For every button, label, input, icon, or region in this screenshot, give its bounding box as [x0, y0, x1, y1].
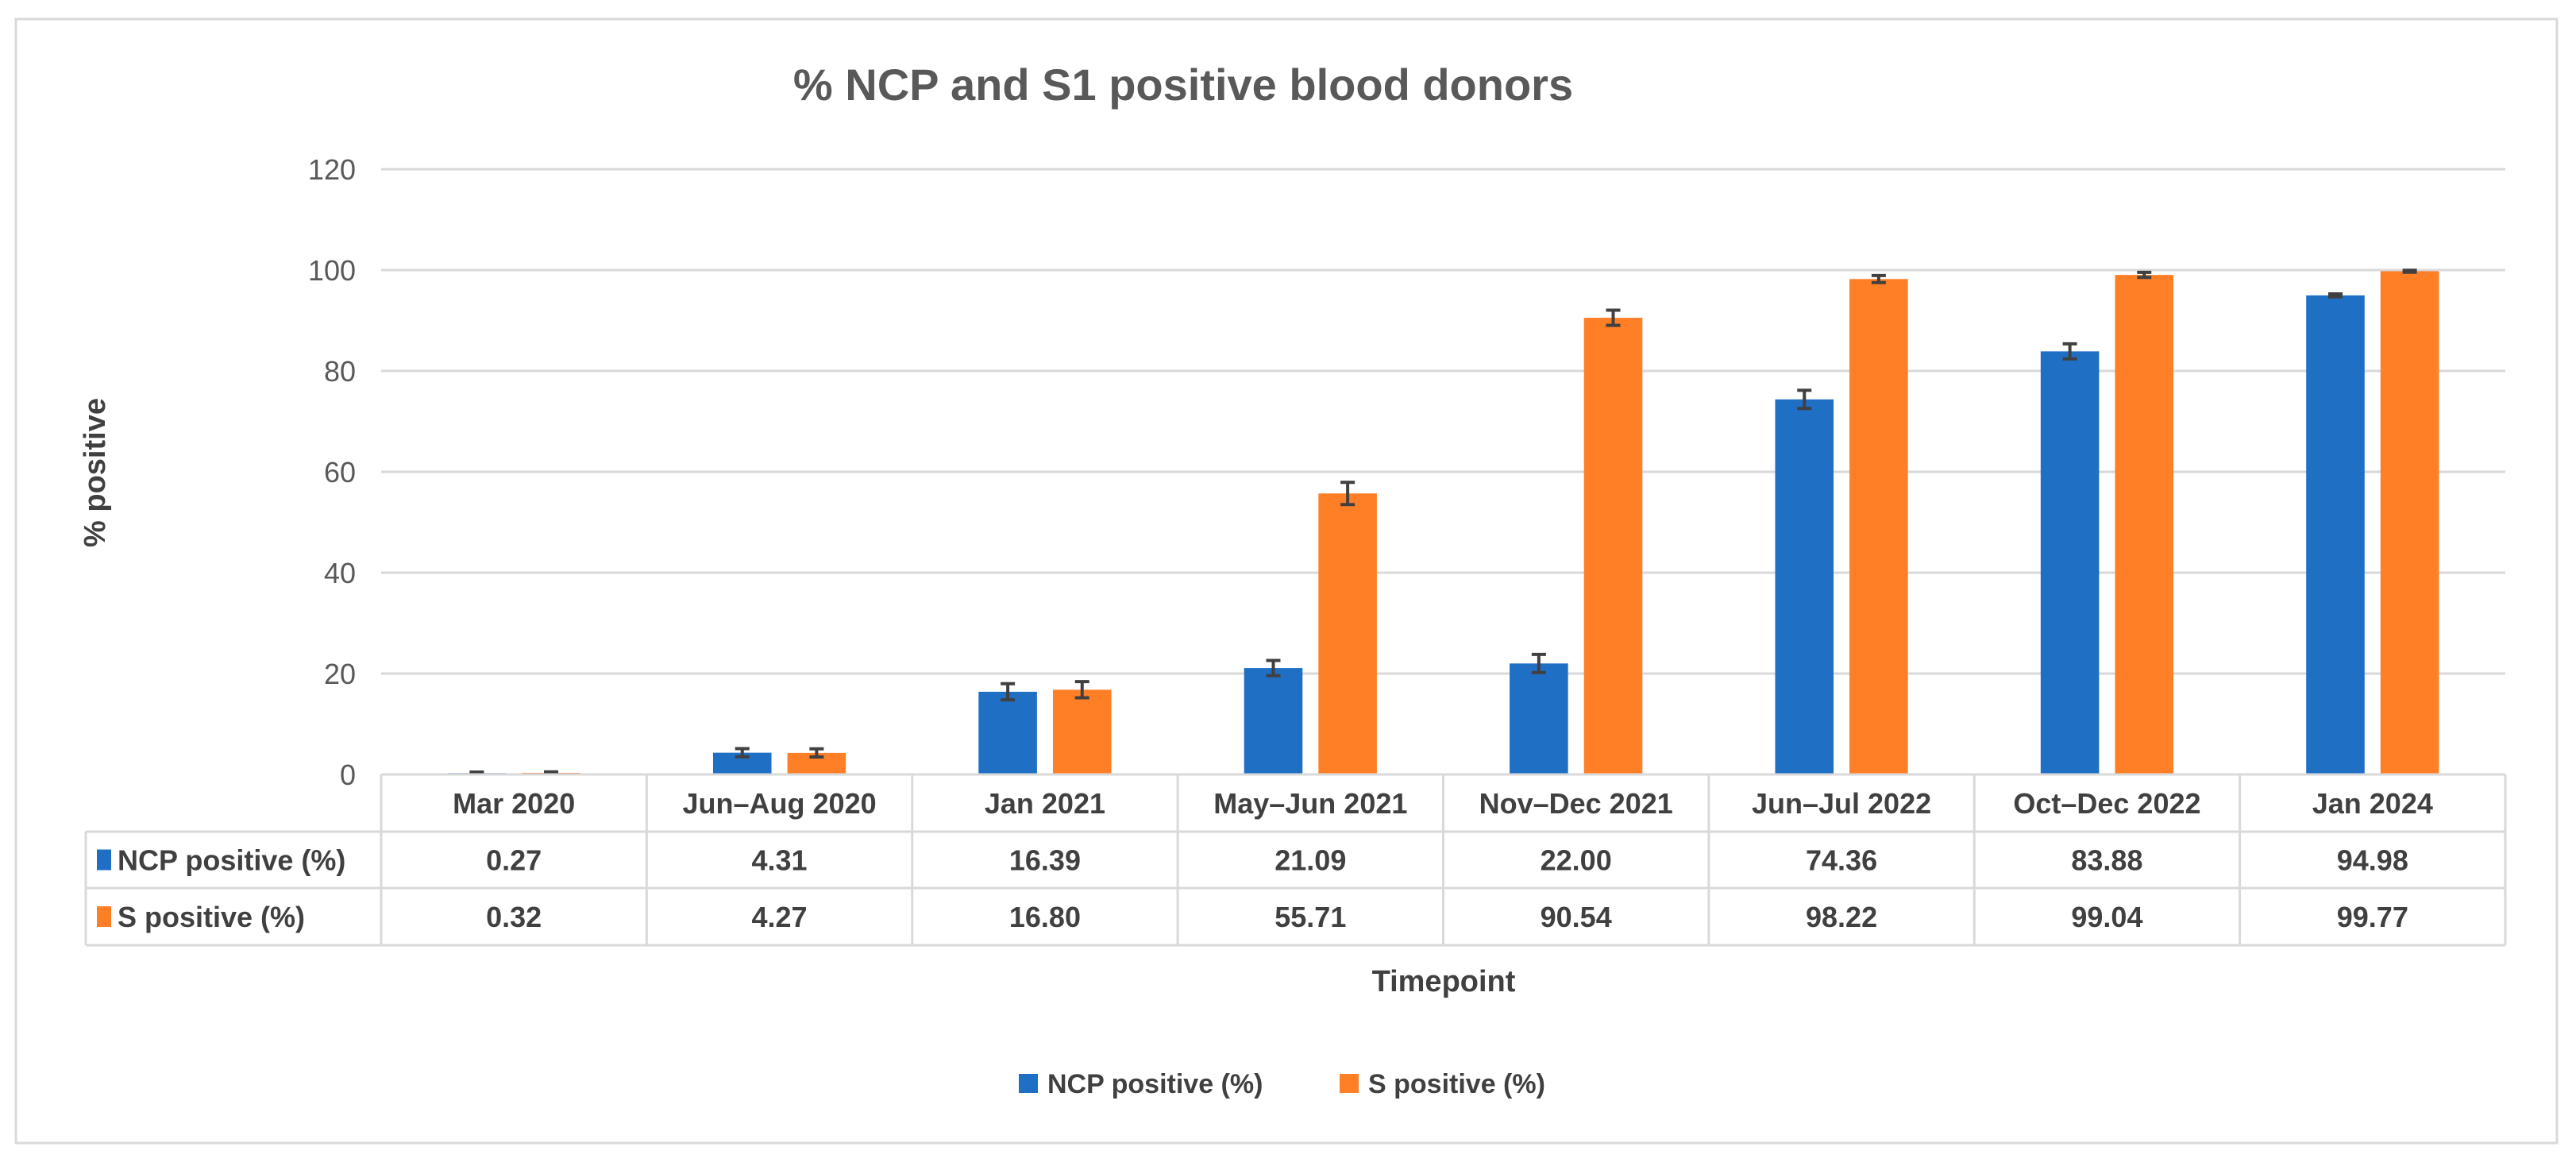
- y-tick-label: 40: [324, 557, 356, 589]
- bar-ncp: [978, 691, 1037, 774]
- error-bar: [2137, 270, 2152, 280]
- x-category-label: Jun–Aug 2020: [683, 787, 877, 820]
- data-label: 99.77: [2337, 901, 2408, 933]
- y-tick-label: 20: [324, 658, 356, 690]
- bar-ncp: [1775, 399, 1834, 774]
- x-axis-title: Timepoint: [1372, 965, 1516, 998]
- legend-swatch: [1340, 1074, 1359, 1093]
- data-label: 4.31: [752, 844, 808, 877]
- data-label: 83.88: [2071, 844, 2142, 877]
- error-bar: [1340, 481, 1355, 507]
- bar-ncp: [1244, 668, 1303, 774]
- x-category-label: May–Jun 2021: [1213, 787, 1407, 820]
- data-label: 22.00: [1541, 844, 1612, 877]
- error-bar: [1074, 680, 1089, 700]
- data-label: 98.22: [1806, 901, 1877, 933]
- data-label: 16.80: [1009, 901, 1081, 933]
- legend-item-ncp: NCP positive (%): [1019, 1069, 1263, 1099]
- x-category-label: Nov–Dec 2021: [1479, 787, 1673, 820]
- bar-s: [1849, 279, 1908, 775]
- bar-ncp: [1510, 663, 1568, 774]
- data-label: 74.36: [1806, 844, 1877, 877]
- y-tick-label: 0: [340, 759, 356, 791]
- series-row-label: S positive (%): [118, 901, 305, 933]
- legend-swatch: [1019, 1074, 1038, 1093]
- error-bar: [735, 747, 750, 759]
- data-label: 0.32: [486, 901, 542, 933]
- chart-title: % NCP and S1 positive blood donors: [793, 60, 1573, 110]
- error-bar: [2062, 342, 2077, 361]
- bar-s: [1052, 689, 1112, 774]
- error-bar: [809, 747, 824, 759]
- chart-border: [14, 17, 2559, 1145]
- x-category-label: Mar 2020: [453, 787, 575, 820]
- data-label: 94.98: [2337, 844, 2408, 877]
- legend-item-s: S positive (%): [1340, 1069, 1545, 1099]
- bar-ncp: [2306, 295, 2365, 774]
- error-bar: [1606, 308, 1621, 327]
- legend-key: [97, 906, 111, 927]
- error-bar: [1001, 682, 1016, 702]
- error-bar: [2402, 268, 2417, 274]
- bar-s: [1318, 493, 1377, 774]
- error-bar: [1266, 658, 1281, 678]
- bar-s: [2380, 271, 2439, 774]
- y-tick-labels: 0 20 40 60 80 100 120: [308, 153, 356, 791]
- series-row-label: NCP positive (%): [118, 844, 345, 877]
- error-bar: [1797, 388, 1812, 411]
- error-bar: [1871, 273, 1886, 284]
- legend-label: NCP positive (%): [1047, 1069, 1263, 1099]
- x-category-label: Jan 2024: [2312, 787, 2433, 820]
- legend-key: [97, 849, 111, 871]
- data-label: 21.09: [1275, 844, 1346, 877]
- data-label: 4.27: [752, 901, 808, 933]
- data-label: 16.39: [1009, 844, 1081, 877]
- data-table: Mar 2020 Jun–Aug 2020 Jan 2021 May–Jun 2021…: [84, 773, 2507, 947]
- x-category-label: Jan 2021: [985, 787, 1105, 820]
- x-category-label: Jun–Jul 2022: [1752, 787, 1931, 820]
- error-bar: [1531, 652, 1546, 674]
- bar-s: [1583, 318, 1643, 774]
- bar-ncp: [2040, 351, 2100, 774]
- y-tick-label: 100: [308, 254, 356, 287]
- data-label: 99.04: [2071, 901, 2142, 933]
- bar-s: [2115, 275, 2174, 774]
- y-tick-label: 80: [324, 355, 356, 388]
- data-label: 90.54: [1541, 901, 1612, 933]
- x-category-label: Oct–Dec 2022: [2013, 787, 2200, 820]
- data-label: 0.27: [486, 844, 542, 877]
- y-tick-label: 60: [324, 456, 356, 488]
- legend: NCP positive (%) S positive (%): [1019, 1069, 1545, 1099]
- bars: [447, 268, 2439, 776]
- data-label: 55.71: [1275, 901, 1346, 933]
- y-axis-title: % positive: [79, 398, 112, 547]
- legend-label: S positive (%): [1368, 1069, 1545, 1099]
- y-tick-label: 120: [308, 153, 356, 186]
- error-bar: [2328, 292, 2343, 299]
